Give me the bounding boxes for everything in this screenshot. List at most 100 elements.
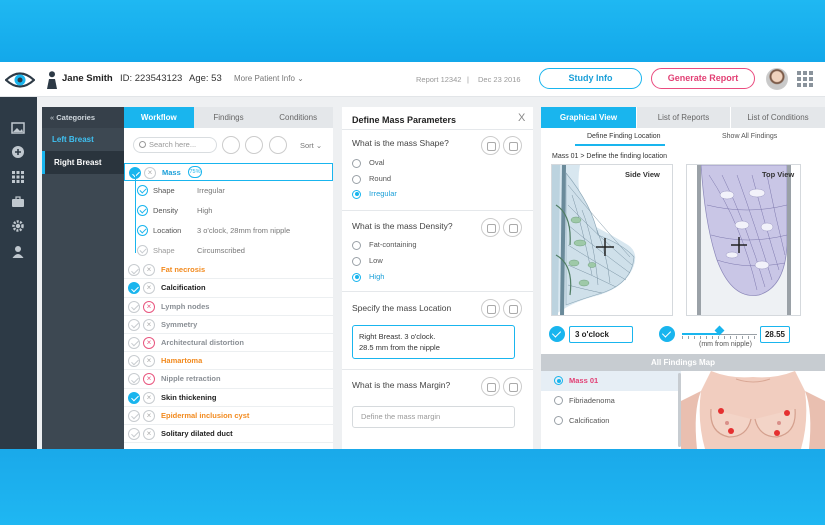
list-item[interactable]: × Architectural distortion: [124, 334, 333, 353]
more-patient-info-link[interactable]: More Patient Info ⌄: [234, 74, 304, 83]
gear-icon[interactable]: [11, 219, 25, 233]
check-icon[interactable]: [128, 409, 140, 422]
list-item-label: Calcification: [161, 283, 206, 293]
mass-attribute-row[interactable]: Density High: [124, 201, 333, 221]
study-info-button[interactable]: Study Info: [539, 68, 642, 89]
list-item[interactable]: × Lymph nodes: [124, 298, 333, 316]
map-item-calcification[interactable]: Calcification: [541, 411, 681, 431]
top-view-canvas[interactable]: Top View: [686, 164, 801, 316]
eye-logo-icon[interactable]: [5, 70, 35, 90]
shuffle-icon[interactable]: [481, 299, 500, 318]
density-option-fat[interactable]: Fat-containing: [352, 240, 417, 252]
shuffle-icon[interactable]: [481, 218, 500, 237]
check-icon[interactable]: [128, 318, 140, 331]
breadcrumb: Mass 01 > Define the finding location: [552, 153, 667, 160]
margin-input[interactable]: Define the mass margin: [352, 406, 515, 428]
shape-option-irregular[interactable]: Irregular: [352, 189, 397, 201]
tab-conditions[interactable]: Conditions: [263, 107, 334, 128]
close-icon[interactable]: ×: [143, 318, 155, 331]
mass-attribute-row[interactable]: Shape Irregular: [124, 181, 333, 201]
tab-workflow[interactable]: Workflow: [124, 107, 194, 128]
briefcase-icon[interactable]: [11, 195, 25, 209]
density-option-high[interactable]: High: [352, 272, 384, 284]
list-item[interactable]: × Calcification: [124, 279, 333, 298]
scrollbar[interactable]: [678, 373, 681, 447]
check-icon[interactable]: [137, 225, 148, 237]
categories-header[interactable]: « Categories: [42, 107, 124, 128]
close-icon[interactable]: ×: [144, 167, 156, 179]
shuffle-icon[interactable]: [481, 136, 500, 155]
close-icon[interactable]: ×: [143, 427, 155, 440]
map-item-mass[interactable]: Mass 01: [541, 371, 681, 391]
search-input[interactable]: Search here...: [133, 137, 217, 153]
edit-icon[interactable]: [503, 377, 522, 396]
tab-list-of-reports[interactable]: List of Reports: [636, 107, 730, 128]
mass-attribute-row[interactable]: Shape Circumscribed: [124, 241, 333, 261]
distance-confirm-check-icon[interactable]: [659, 326, 675, 342]
avatar[interactable]: [766, 68, 788, 90]
check-icon[interactable]: [137, 185, 148, 197]
list-item[interactable]: × Fat necrosis: [124, 261, 333, 280]
check-icon[interactable]: [128, 336, 140, 349]
subtab-show-all[interactable]: Show All Findings: [722, 133, 778, 140]
location-field[interactable]: Right Breast. 3 o'clock. 28.5 mm from th…: [352, 325, 515, 359]
side-view-canvas[interactable]: Side View: [551, 164, 673, 316]
list-item-mass[interactable]: × Mass 75%: [124, 163, 333, 182]
edit-icon[interactable]: [503, 218, 522, 237]
check-icon[interactable]: [128, 300, 140, 313]
add-icon[interactable]: [11, 145, 25, 159]
check-icon[interactable]: [128, 427, 140, 440]
generate-report-button[interactable]: Generate Report: [651, 68, 755, 89]
close-icon[interactable]: ×: [143, 336, 155, 349]
tab-list-of-conditions[interactable]: List of Conditions: [730, 107, 825, 128]
shuffle-icon[interactable]: [481, 377, 500, 396]
user-icon[interactable]: [11, 245, 25, 259]
check-icon[interactable]: [137, 205, 148, 217]
folder-button[interactable]: [245, 136, 263, 154]
edit-icon[interactable]: [503, 299, 522, 318]
distance-field[interactable]: 28.55: [760, 326, 790, 343]
torso-map[interactable]: [681, 371, 825, 449]
list-item[interactable]: × Nipple retraction: [124, 370, 333, 389]
mass-attribute-row[interactable]: Location 3 o'clock, 28mm from nipple: [124, 221, 333, 241]
list-item[interactable]: × Solitary dilated duct: [124, 425, 333, 444]
clock-position-field[interactable]: 3 o'clock: [569, 326, 633, 343]
category-left-breast[interactable]: Left Breast: [52, 135, 94, 144]
subtab-indicator: [575, 144, 665, 146]
subtab-define-location[interactable]: Define Finding Location: [587, 133, 661, 140]
close-icon[interactable]: ×: [143, 373, 155, 386]
close-icon[interactable]: ×: [143, 300, 155, 313]
tab-graphical-view[interactable]: Graphical View: [541, 107, 636, 128]
check-icon[interactable]: [128, 282, 140, 295]
list-item[interactable]: × Symmetry: [124, 316, 333, 334]
close-icon[interactable]: ×: [143, 391, 155, 404]
image-icon[interactable]: [11, 121, 25, 135]
check-icon[interactable]: [128, 264, 140, 277]
filter-button[interactable]: [222, 136, 240, 154]
close-icon[interactable]: X: [518, 112, 526, 124]
edit-icon[interactable]: [503, 136, 522, 155]
density-option-low[interactable]: Low: [352, 256, 383, 268]
tab-findings[interactable]: Findings: [193, 107, 264, 128]
check-icon[interactable]: [137, 245, 148, 257]
close-icon[interactable]: ×: [143, 264, 155, 277]
close-icon[interactable]: ×: [143, 282, 155, 295]
history-button[interactable]: [269, 136, 287, 154]
list-item[interactable]: × Epidermal inclusion cyst: [124, 407, 333, 425]
apps-grid-icon[interactable]: [797, 71, 813, 87]
close-icon[interactable]: ×: [143, 355, 155, 368]
shape-option-oval[interactable]: Oval: [352, 158, 384, 170]
close-icon[interactable]: ×: [143, 409, 155, 422]
clock-confirm-check-icon[interactable]: [549, 326, 565, 342]
list-item[interactable]: × Skin thickening: [124, 389, 333, 407]
shape-option-round[interactable]: Round: [352, 174, 391, 186]
map-item-fibroadenoma[interactable]: Fibriadenoma: [541, 391, 681, 411]
list-item[interactable]: × Hamartoma: [124, 352, 333, 371]
category-right-breast[interactable]: Right Breast: [42, 151, 124, 174]
sort-dropdown[interactable]: Sort ⌄: [300, 141, 323, 150]
check-icon[interactable]: [128, 391, 140, 404]
grid-icon[interactable]: [11, 170, 25, 184]
check-icon[interactable]: [128, 355, 140, 368]
check-icon[interactable]: [128, 373, 140, 386]
report-date: Dec 23 2016: [478, 75, 521, 84]
